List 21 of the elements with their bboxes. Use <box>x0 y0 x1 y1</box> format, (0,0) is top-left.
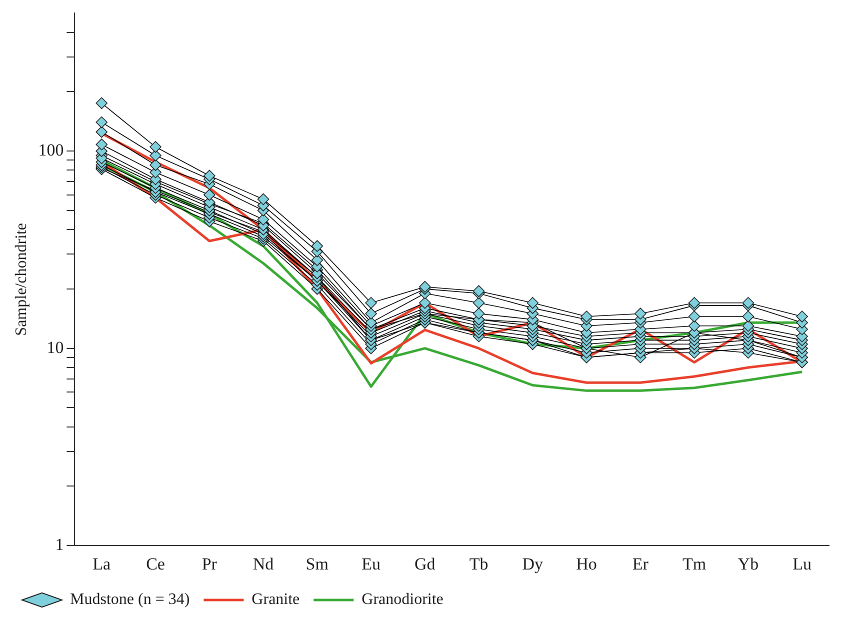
y-axis-title: Sample/chondrite <box>12 222 30 336</box>
legend-label: Mudstone (n = 34) <box>70 591 190 608</box>
x-tick-label: Tm <box>682 554 706 574</box>
y-tick-label: 10 <box>46 338 64 357</box>
legend-label: Granodiorite <box>362 591 444 608</box>
x-tick-label: Pr <box>202 554 218 574</box>
x-tick-label: Ce <box>146 554 165 574</box>
x-tick-label: Eu <box>362 554 381 574</box>
x-tick-label: Nd <box>252 554 274 574</box>
x-tick-label: Ho <box>576 554 597 574</box>
x-tick-label: Yb <box>738 554 759 574</box>
x-tick-label: La <box>92 554 112 574</box>
x-tick-label: Lu <box>792 554 812 574</box>
x-tick-label: Gd <box>414 554 436 574</box>
x-tick-label: Er <box>632 554 649 574</box>
y-tick-label: 1 <box>55 535 64 554</box>
x-tick-label: Dy <box>522 554 544 574</box>
legend-label: Granite <box>252 591 300 608</box>
y-tick-label: 100 <box>38 140 64 160</box>
x-tick-label: Sm <box>306 554 328 574</box>
x-tick-label: Tb <box>469 554 488 574</box>
